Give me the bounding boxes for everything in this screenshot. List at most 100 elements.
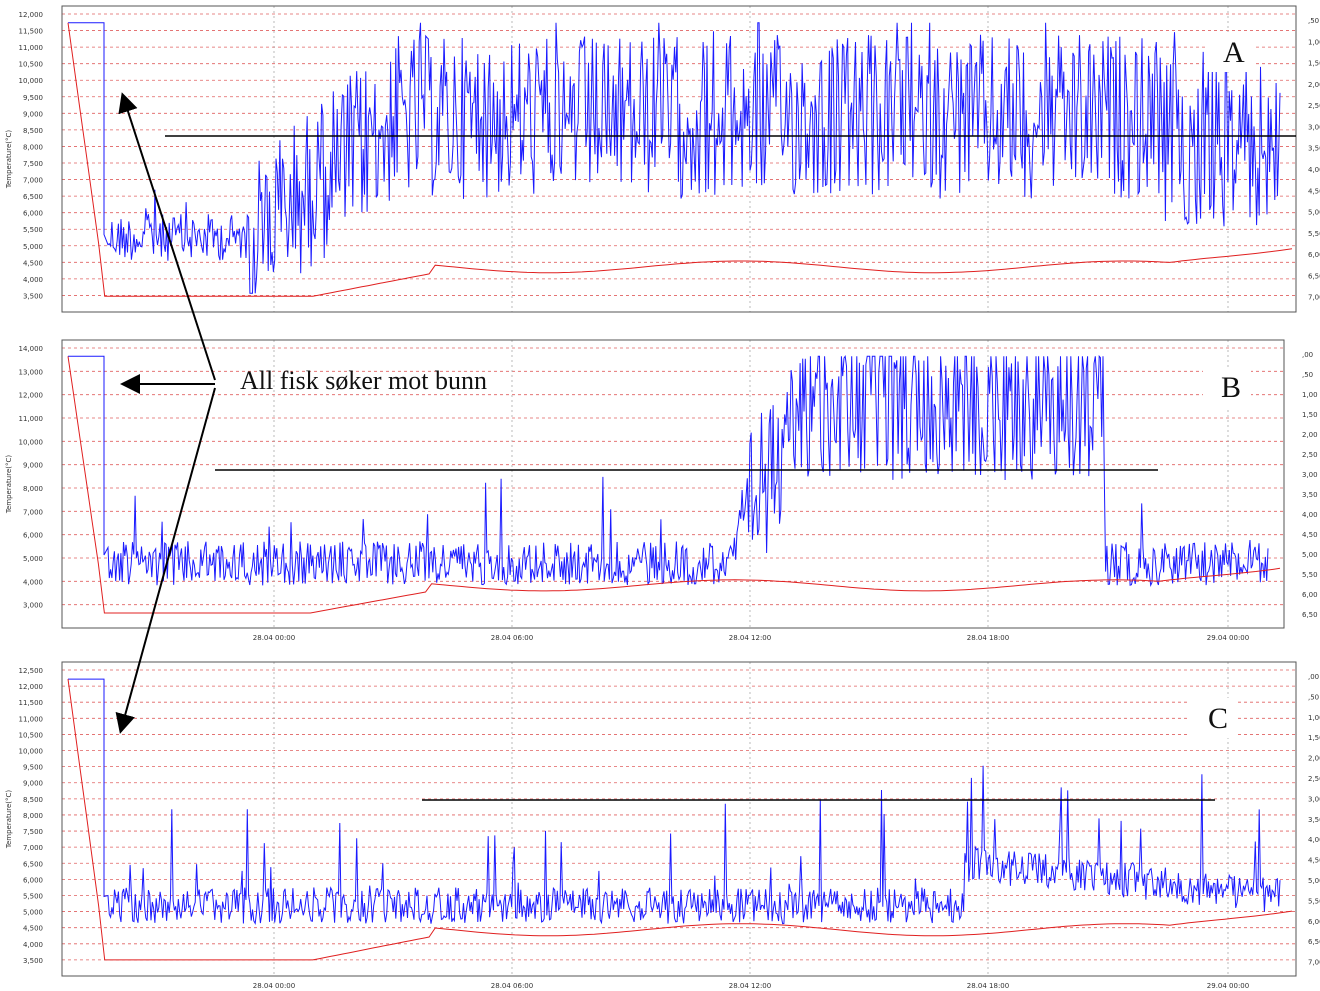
y-tick-label: 7,000 [23,177,43,185]
plot-frame [61,661,1297,977]
y2-tick-label: 3,00 [1308,795,1320,803]
panel-letter-bg [1190,698,1238,738]
y-tick-label: 9,500 [23,94,43,102]
y2-tick-label: 4,00 [1302,511,1318,519]
y2-tick-label: ,50 [1302,371,1313,379]
x-tick-label: 29.04 00:00 [1207,634,1249,642]
y-tick-label: 10,000 [19,748,44,756]
y-tick-label: 3,000 [23,602,43,610]
y2-tick-label: 5,50 [1302,571,1318,579]
y2-tick-label: 7,00 [1308,294,1320,302]
y-tick-label: 7,000 [23,508,43,516]
y2-tick-label: 1,00 [1308,38,1320,46]
y2-tick-label: 6,00 [1308,918,1320,926]
x-tick-label: 29.04 00:00 [1207,982,1249,990]
panel-letter: B [1221,371,1241,404]
y-tick-label: 10,500 [19,731,44,739]
y-tick-label: 13,000 [19,368,44,376]
y2-tick-label: 6,50 [1308,272,1320,280]
y-tick-label: 3,500 [23,292,43,300]
y2-tick-label: 5,00 [1302,551,1318,559]
y-tick-label: 9,000 [23,780,43,788]
y-tick-label: 6,500 [23,860,43,868]
y2-tick-label: 2,00 [1308,755,1320,763]
y2-tick-label: 5,50 [1308,230,1320,238]
y2-tick-label: 6,00 [1308,251,1320,259]
y2-tick-label: 2,00 [1302,431,1318,439]
y-tick-label: 5,500 [23,226,43,234]
series-temperature-line [67,22,1293,297]
y-tick-label: 10,000 [19,77,44,85]
y-tick-label: 5,500 [23,892,43,900]
y-tick-label: 7,500 [23,160,43,168]
x-tick-label: 28.04 12:00 [729,982,771,990]
y-tick-label: 6,500 [23,193,43,201]
series-depth-line [68,678,1281,925]
y2-tick-label: 3,00 [1308,123,1320,131]
y-tick-label: 12,000 [19,683,44,691]
y-tick-label: 6,000 [23,210,43,218]
arrow-to-c [115,387,216,734]
y-tick-label: 8,000 [23,485,43,493]
y-tick-label: 12,000 [19,392,44,400]
y2-tick-label: ,00 [1302,351,1313,359]
y-axis-title: Temperature(°C) [5,130,13,189]
y-tick-label: 7,500 [23,828,43,836]
y-tick-label: 9,000 [23,462,43,470]
panel-letter-bg [1205,32,1253,72]
y2-tick-label: 3,00 [1302,471,1318,479]
y2-tick-label: ,50 [1308,17,1319,25]
y-tick-label: 10,000 [19,438,44,446]
series-depth-line [68,22,1281,294]
chart-panel-b: 14,000 13,000 12,000 11,000 10,000 9,000 8,000… [5,339,1318,642]
y2-tick-label: 1,50 [1308,734,1320,742]
panel-letter: C [1208,702,1228,735]
y-tick-label: 12,500 [19,667,44,675]
y-tick-label: 8,000 [23,143,43,151]
panel-letter-bg [1203,367,1251,407]
y-tick-label: 5,000 [23,909,43,917]
y2-tick-label: 4,00 [1308,836,1320,844]
y2-tick-label: 7,00 [1308,959,1320,967]
y2-tick-label: 3,50 [1302,491,1318,499]
arrow-to-a [118,92,216,381]
y-axis-title: Temperature(°C) [5,790,13,849]
y2-tick-label: 2,00 [1308,81,1320,89]
x-tick-label: 28.04 06:00 [491,634,533,642]
series-depth-line [68,354,1269,587]
y-tick-label: 8,500 [23,796,43,804]
y-tick-label: 14,000 [19,345,44,353]
y2-tick-label: 1,50 [1308,60,1320,68]
y-tick-label: 11,500 [19,699,44,707]
y-tick-label: 11,500 [19,28,44,36]
y-tick-label: 4,000 [23,276,43,284]
y-tick-label: 7,000 [23,844,43,852]
y-tick-label: 6,000 [23,876,43,884]
annotation-text: All fisk søker mot bunn [240,366,487,395]
series-temperature-line [67,679,1293,961]
y-tick-label: 4,500 [23,259,43,267]
y2-tick-label: 3,50 [1308,816,1320,824]
y2-tick-label: 2,50 [1308,102,1320,110]
y-tick-label: 11,000 [19,715,44,723]
y-tick-label: 4,000 [23,578,43,586]
y2-tick-label: 1,00 [1308,714,1320,722]
y2-tick-label: 4,50 [1308,187,1320,195]
y2-tick-label: ,50 [1308,693,1319,701]
y2-tick-label: 5,00 [1308,209,1320,217]
y-tick-label: 8,500 [23,127,43,135]
y-tick-label: 5,000 [23,555,43,563]
y-tick-label: 10,500 [19,61,44,69]
annotation-arrows [115,92,216,734]
y2-tick-label: 5,00 [1308,877,1320,885]
y2-tick-label: 4,00 [1308,166,1320,174]
y2-tick-label: 2,50 [1302,451,1318,459]
plot-frame [61,339,1285,629]
y2-tick-label: 2,50 [1308,775,1320,783]
y2-tick-label: 3,50 [1308,145,1320,153]
y2-tick-label: 4,50 [1302,531,1318,539]
x-tick-label: 28.04 00:00 [253,982,295,990]
x-tick-label: 28.04 18:00 [967,982,1009,990]
y-axis-title: Temperature(°C) [5,455,13,514]
